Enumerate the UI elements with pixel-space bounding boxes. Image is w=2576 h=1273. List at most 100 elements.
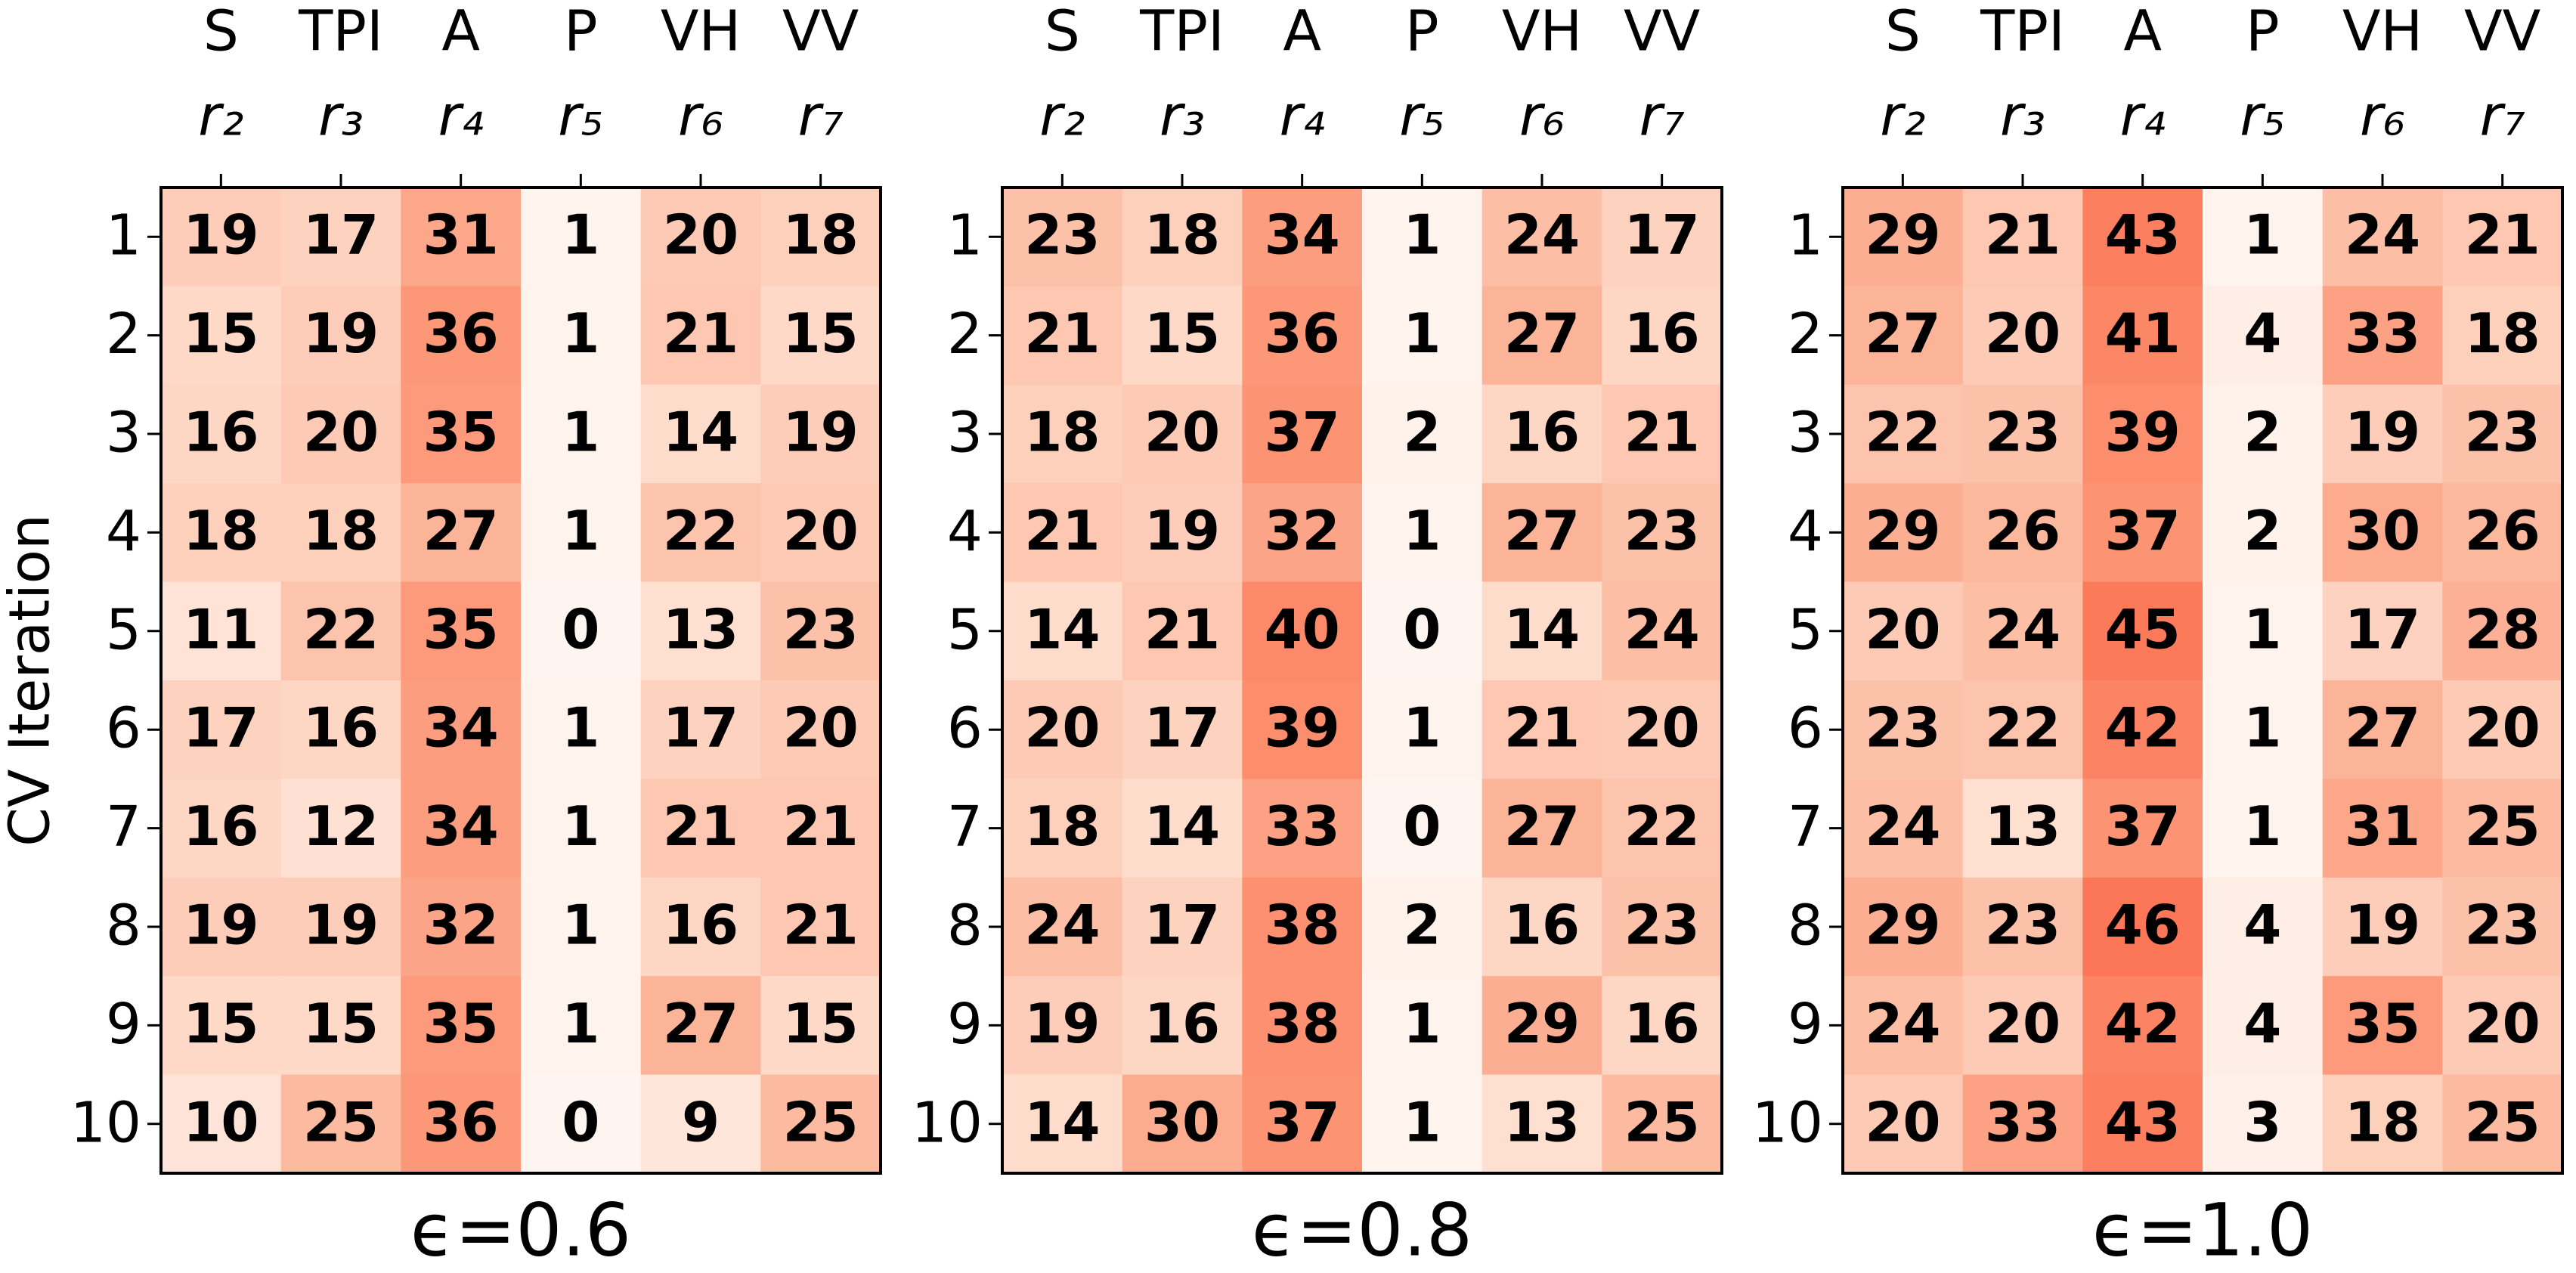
- x-tick-sublabel: r₄: [1280, 84, 1325, 149]
- cell-label: 17: [303, 203, 379, 267]
- x-tick-sublabel: r₂: [1039, 84, 1085, 149]
- heatmap-cell: [1602, 384, 1723, 484]
- heatmap-cell: [1002, 877, 1123, 977]
- heatmap-cell: [1843, 483, 1964, 583]
- heatmap-cell: [1362, 286, 1483, 386]
- cell-label: 27: [1865, 302, 1940, 365]
- cell-label: 21: [1504, 696, 1580, 760]
- panel-title: ϵ=0.8: [1252, 1188, 1472, 1272]
- heatmap-cell: [280, 779, 401, 878]
- plot-frame: [1841, 186, 2564, 1175]
- heatmap-cell: [521, 187, 642, 287]
- heatmap-cell: [2082, 483, 2203, 583]
- cell-label: 10: [183, 1090, 259, 1154]
- cell-label: 26: [1985, 499, 2060, 562]
- heatmap-cell: [1002, 680, 1123, 779]
- x-tick-sublabel: r₇: [798, 84, 844, 149]
- x-tick-label: VV: [2464, 0, 2541, 64]
- heatmap-cell: [1482, 779, 1602, 878]
- cell-label: 24: [1024, 894, 1100, 957]
- cell-label: 42: [2105, 696, 2181, 760]
- heatmap-cell: [1002, 187, 1123, 287]
- cell-label: 16: [1144, 992, 1220, 1055]
- heatmap-cell: [1482, 384, 1602, 484]
- heatmap-cell: [640, 976, 761, 1076]
- heatmap-cell: [2203, 286, 2324, 386]
- heatmap-cell: [161, 976, 282, 1076]
- heatmap-cell: [2203, 384, 2324, 484]
- cell-label: 35: [423, 992, 499, 1055]
- cell-label: 1: [2243, 696, 2281, 760]
- y-tick-label: 6: [1788, 696, 1823, 761]
- heatmap-cell: [760, 187, 881, 287]
- cell-label: 16: [1624, 302, 1700, 365]
- heatmap-cell: [2082, 680, 2203, 779]
- cell-label: 1: [1403, 1090, 1441, 1154]
- y-tick-label: 7: [106, 794, 141, 860]
- cell-label: 24: [1624, 597, 1700, 661]
- heatmap-cell: [1362, 877, 1483, 977]
- cell-label: 21: [1024, 302, 1100, 365]
- cell-label: 20: [1985, 302, 2060, 365]
- heatmap-cell: [2322, 1074, 2443, 1174]
- heatmap-cell: [1242, 286, 1363, 386]
- cell-label: 22: [663, 499, 738, 562]
- cell-label: 1: [1403, 302, 1441, 365]
- cell-label: 12: [303, 794, 379, 858]
- cell-label: 37: [2105, 499, 2181, 562]
- cell-label: 13: [1985, 794, 2060, 858]
- heatmap-cell: [280, 581, 401, 681]
- heatmap-cell: [401, 581, 522, 681]
- cell-label: 18: [183, 499, 259, 562]
- heatmap-cell: [1843, 779, 1964, 878]
- cell-label: 20: [303, 401, 379, 464]
- cell-label: 38: [1265, 894, 1340, 957]
- heatmap-cell: [2322, 680, 2443, 779]
- cell-label: 21: [783, 894, 859, 957]
- cell-label: 19: [783, 401, 859, 464]
- cell-label: 15: [303, 992, 379, 1055]
- heatmap-cell: [1602, 1074, 1723, 1174]
- heatmap-cell: [280, 384, 401, 484]
- heatmap-cell: [2442, 877, 2563, 977]
- heatmap-cell: [1362, 976, 1483, 1076]
- heatmap-cell: [2082, 286, 2203, 386]
- heatmap-cell: [760, 581, 881, 681]
- heatmap-cell: [1602, 581, 1723, 681]
- cell-label: 13: [663, 597, 738, 661]
- y-tick-label: 2: [947, 302, 983, 367]
- heatmap-cell: [2082, 877, 2203, 977]
- cell-label: 16: [183, 794, 259, 858]
- heatmap-cell: [1843, 384, 1964, 484]
- cell-label: 46: [2105, 894, 2181, 957]
- cell-label: 29: [1865, 499, 1940, 562]
- heatmap-cell: [1122, 384, 1243, 484]
- heatmap-cell: [521, 976, 642, 1076]
- heatmap-cell: [2082, 187, 2203, 287]
- y-tick-label: 3: [947, 401, 983, 466]
- cell-label: 21: [1985, 203, 2060, 267]
- heatmap-cell: [640, 680, 761, 779]
- cell-label: 33: [1985, 1090, 2060, 1154]
- heatmap-cell: [640, 384, 761, 484]
- heatmap-cell: [2203, 581, 2324, 681]
- cell-label: 9: [682, 1090, 720, 1154]
- cell-label: 19: [303, 894, 379, 957]
- heatmap-cell: [2322, 483, 2443, 583]
- cell-label: 24: [1985, 597, 2060, 661]
- y-tick-label: 4: [106, 499, 141, 564]
- heatmap-cell: [2322, 779, 2443, 878]
- cell-label: 17: [1624, 203, 1700, 267]
- heatmap-cell: [1602, 680, 1723, 779]
- cell-label: 35: [2345, 992, 2420, 1055]
- heatmap-cell: [521, 1074, 642, 1174]
- heatmap-cell: [1843, 187, 1964, 287]
- heatmap-cell: [2442, 976, 2563, 1076]
- cell-label: 1: [2243, 203, 2281, 267]
- cell-label: 1: [562, 302, 599, 365]
- cell-label: 14: [1024, 1090, 1100, 1154]
- cell-label: 29: [1865, 203, 1940, 267]
- cell-label: 16: [1504, 401, 1580, 464]
- heatmap-cell: [2322, 877, 2443, 977]
- heatmap-cell: [1122, 976, 1243, 1076]
